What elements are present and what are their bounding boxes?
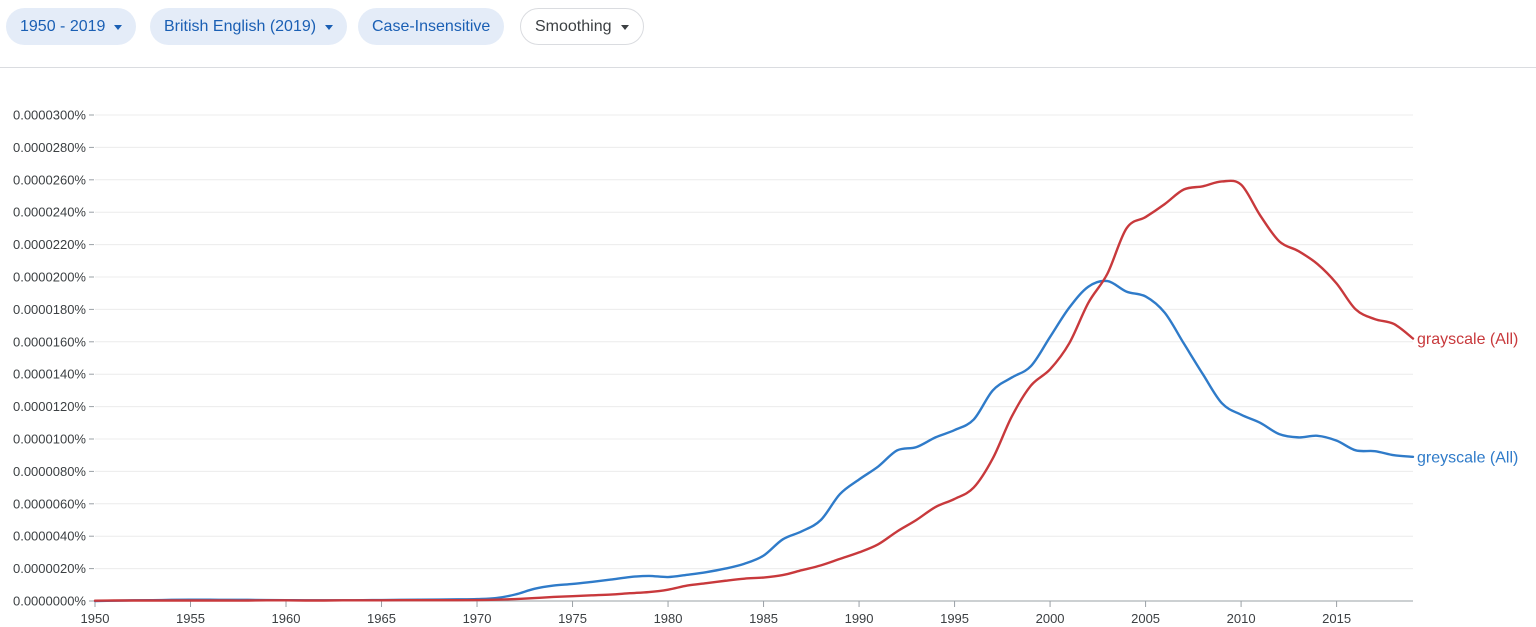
x-tick-label: 2005 (1131, 611, 1160, 626)
y-axis: 0.0000000% 0.0000020% 0.0000040% 0.0000060%… (13, 108, 94, 609)
y-tick-label: 0.0000120% (13, 399, 86, 414)
x-tick-label: 2000 (1036, 611, 1065, 626)
x-tick-label: 1955 (176, 611, 205, 626)
y-tick-label: 0.0000160% (13, 334, 86, 349)
y-tick-label: 0.0000300% (13, 108, 86, 123)
x-tick-label: 1960 (272, 611, 301, 626)
grayscale-series-line[interactable] (93, 179, 1415, 602)
x-tick-label: 1975 (558, 611, 587, 626)
toolbar: 1950 - 2019 British English (2019) Case-… (0, 0, 1536, 68)
year-range-dropdown[interactable]: 1950 - 2019 (6, 8, 137, 45)
corpus-dropdown[interactable]: British English (2019) (150, 8, 348, 45)
greyscale-series-label[interactable]: greyscale (All) (1417, 449, 1518, 466)
x-tick-label: 1965 (367, 611, 396, 626)
year-range-label: 1950 - 2019 (20, 17, 106, 35)
x-tick-label: 1995 (940, 611, 969, 626)
y-tick-label: 0.0000100% (13, 432, 86, 447)
x-tick-label: 2015 (1322, 611, 1351, 626)
y-tick-label: 0.0000200% (13, 270, 86, 285)
y-tick-label: 0.0000000% (13, 594, 86, 609)
chevron-down-icon (325, 24, 334, 30)
y-tick-label: 0.0000140% (13, 367, 86, 382)
corpus-label: British English (2019) (164, 17, 317, 35)
x-tick-label: 1970 (463, 611, 492, 626)
grayscale-series-label[interactable]: grayscale (All) (1417, 331, 1518, 348)
y-tick-label: 0.0000240% (13, 205, 86, 220)
x-tick-label: 1985 (749, 611, 778, 626)
greyscale-series-line[interactable] (93, 279, 1415, 603)
y-tick-label: 0.0000060% (13, 496, 86, 511)
x-tick-label: 1990 (845, 611, 874, 626)
case-insensitive-toggle[interactable]: Case-Insensitive (358, 8, 505, 45)
y-tick-label: 0.0000180% (13, 302, 86, 317)
case-label: Case-Insensitive (372, 17, 491, 35)
y-tick-label: 0.0000040% (13, 529, 86, 544)
y-tick-label: 0.0000080% (13, 464, 86, 479)
series-labels: greyscale (All) grayscale (All) (1417, 331, 1518, 466)
gridlines (95, 114, 1413, 570)
smoothing-dropdown[interactable]: Smoothing (520, 8, 644, 45)
y-tick-label: 0.0000260% (13, 172, 86, 187)
y-tick-label: 0.0000220% (13, 237, 86, 252)
series-lines (93, 179, 1415, 603)
chevron-down-icon (620, 24, 629, 30)
y-tick-label: 0.0000280% (13, 140, 86, 155)
x-tick-label: 1950 (81, 611, 110, 626)
smoothing-label: Smoothing (535, 17, 612, 35)
x-tick-label: 1980 (654, 611, 683, 626)
x-axis: 1950 1955 1960 1965 1970 1975 1980 1985 1990 1995… (81, 600, 1413, 626)
chevron-down-icon (114, 24, 123, 30)
y-tick-label: 0.0000020% (13, 561, 86, 576)
x-tick-label: 2010 (1227, 611, 1256, 626)
